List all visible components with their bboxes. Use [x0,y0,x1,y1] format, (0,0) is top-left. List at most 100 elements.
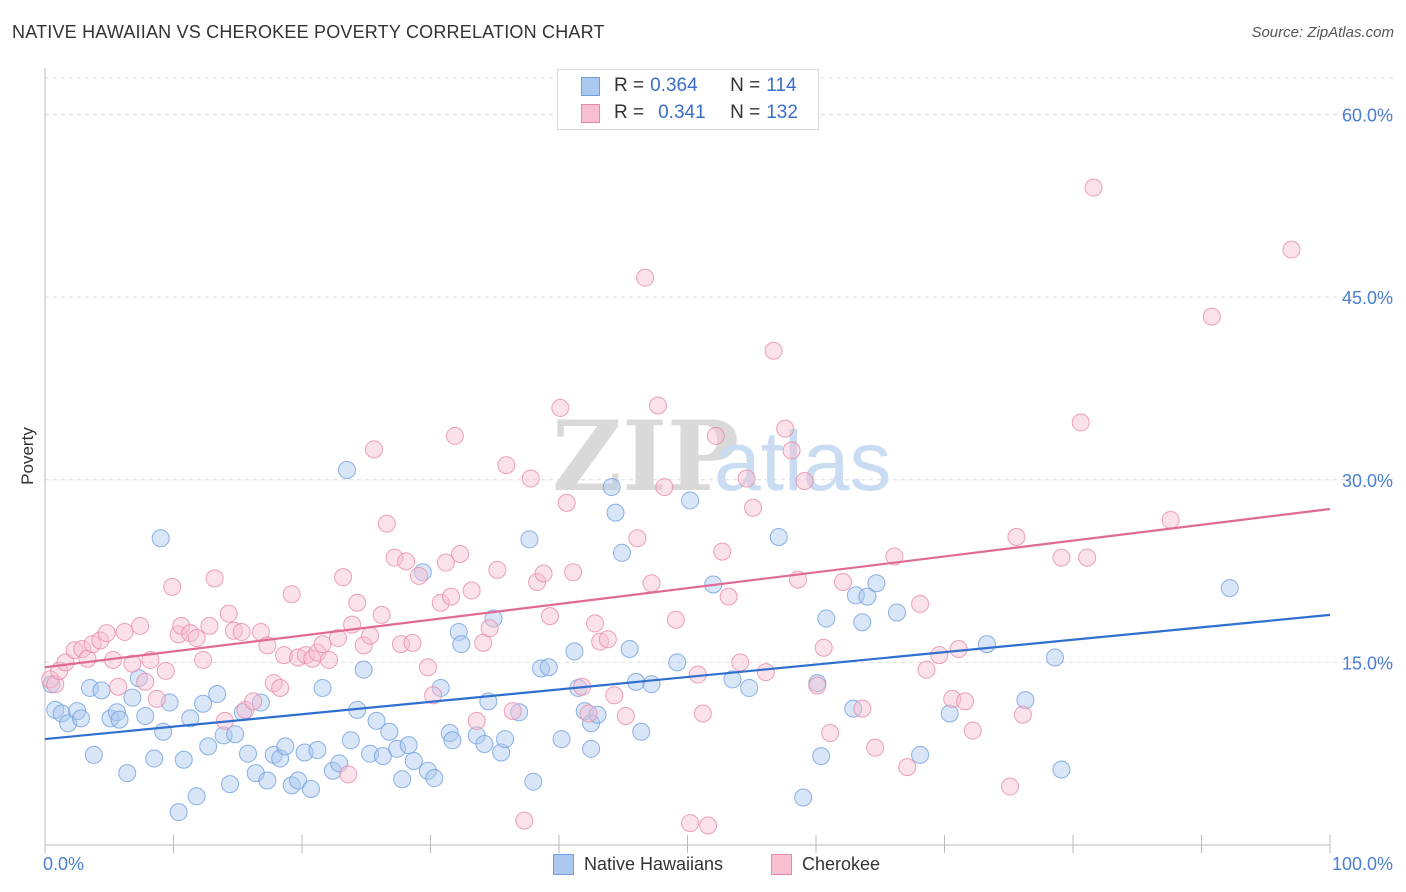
data-point [319,650,338,669]
data-point [858,587,877,606]
data-point [452,635,471,654]
data-point [552,730,571,749]
data-point [539,658,558,677]
data-point [723,670,742,689]
data-point [339,765,358,784]
data-point [328,629,347,648]
data-point [200,616,219,635]
data-point [821,723,840,742]
data-point [681,491,700,510]
data-point [92,681,111,700]
data-point [187,787,206,806]
data-point [1052,548,1071,567]
data-point [431,593,450,612]
data-point [524,772,543,791]
data-point [782,441,801,460]
data-point [515,811,534,830]
stats-box: R = 0.364 N = 114 R = 0.341 N = 132 [557,69,819,130]
data-point [636,268,655,287]
data-point [655,478,674,497]
data-point [1001,777,1020,796]
tick-labels: 15.0% 30.0% 45.0% 60.0% 0.0% 100.0% [43,106,1393,874]
n-value: 114 [766,75,797,96]
data-point [136,672,155,691]
data-point [794,788,813,807]
data-point [917,660,936,679]
data-point [693,704,712,723]
data-point [208,685,227,704]
source-text: Source: ZipAtlas.com [1251,24,1394,41]
data-point [1013,705,1032,724]
data-point [706,426,725,445]
data-point [258,771,277,790]
data-point [503,702,522,721]
data-point [579,704,598,723]
data-point [380,722,399,741]
data-point [475,734,494,753]
data-point [532,659,551,678]
data-point [373,747,392,766]
n-label: N = [730,75,761,96]
cherokee-legend-swatch [771,853,792,875]
data-point [221,775,240,794]
data-point [418,761,437,780]
n-value: 132 [766,102,798,123]
series-cherokee [41,178,1301,835]
data-point [808,676,827,695]
data-point [1078,548,1097,567]
gridlines [45,77,1393,663]
data-point [606,503,625,522]
data-point [308,741,327,760]
data-point [440,723,459,742]
data-point [301,779,320,798]
data-point [484,609,503,628]
data-point [372,605,391,624]
data-point [424,686,443,705]
data-point [71,709,90,728]
data-point [846,586,865,605]
data-point [776,419,795,438]
data-point [1016,691,1035,710]
chart-title: NATIVE HAWAIIAN VS CHEROKEE POVERTY CORR… [12,22,605,42]
data-point [1282,240,1301,259]
data-point [226,725,245,744]
legend-item-cherokee[interactable]: Cherokee [771,851,880,877]
data-point [467,711,486,730]
data-point [73,639,92,658]
data-point [666,610,685,629]
data-point [251,693,270,712]
data-point [123,654,142,673]
data-point [744,498,763,517]
data-point [156,661,175,680]
data-point [442,587,461,606]
series-native-hawaiians [42,461,1239,822]
data-point [480,619,499,638]
data-point [391,635,410,654]
data-point [956,692,975,711]
data-point [756,663,775,682]
data-point [1046,648,1065,667]
data-point [431,678,450,697]
data-point [977,635,996,654]
x-tick-label-max: 100.0% [1332,854,1393,874]
y-tick-label: 45.0% [1342,288,1393,308]
legend-item-native-hawaiians[interactable]: Native Hawaiians [553,851,723,877]
data-point [628,529,647,548]
data-point [812,747,831,766]
data-point [853,699,872,718]
data-point [84,745,103,764]
native-hawaiians-swatch [581,76,600,96]
data-point [194,694,213,713]
data-point [276,737,295,756]
data-point [436,553,455,572]
data-point [123,688,142,707]
data-point [271,749,290,768]
data-point [764,341,783,360]
data-point [388,739,407,758]
data-point [898,758,917,777]
data-point [1202,307,1221,326]
data-point [399,736,418,755]
data-point [1161,510,1180,529]
data-point [393,770,412,789]
data-point [911,594,930,613]
